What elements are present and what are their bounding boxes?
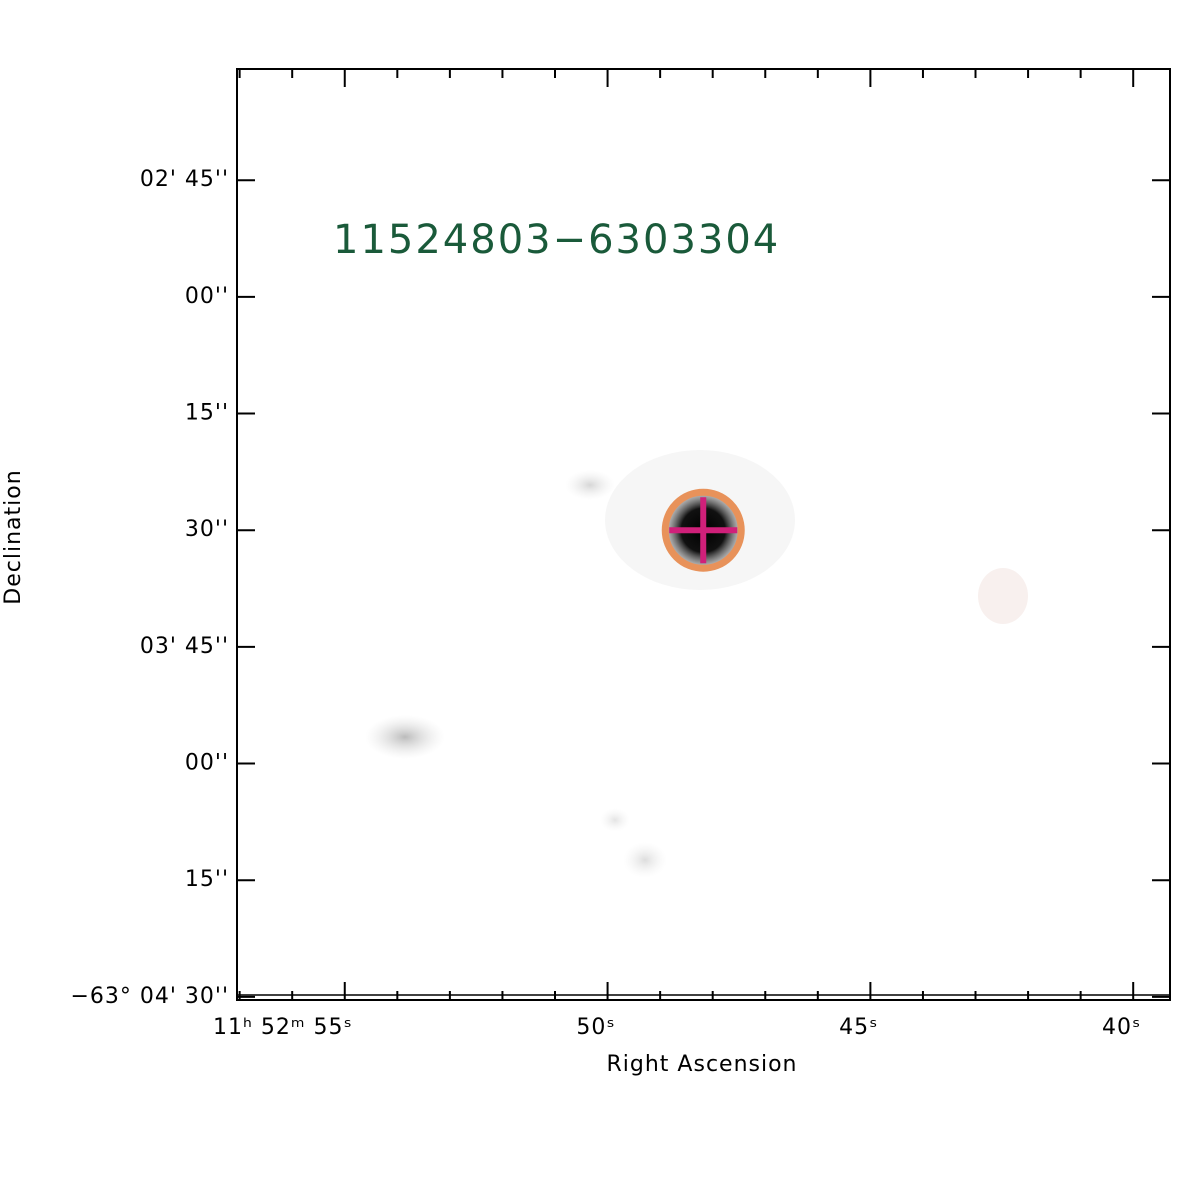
y-tick-label: 03' 45''	[140, 634, 229, 659]
y-tick-label: 00''	[185, 284, 229, 309]
chart-title: 11524803−6303304	[333, 217, 780, 263]
x-tick-label: 45ˢ	[839, 1015, 878, 1040]
x-tick-label: 50ˢ	[576, 1015, 615, 1040]
x-axis-label: Right Ascension	[607, 1052, 798, 1077]
y-tick-label: 30''	[185, 517, 229, 542]
x-tick-label: 40ˢ	[1102, 1015, 1141, 1040]
y-tick-label: 02' 45''	[140, 167, 229, 192]
plot-frame	[236, 68, 1171, 1001]
y-tick-label: −63° 04' 30''	[70, 984, 229, 1009]
y-tick-label: 15''	[185, 401, 229, 426]
y-tick-label: 00''	[185, 751, 229, 776]
source-circle	[661, 488, 745, 572]
y-tick-label: 15''	[185, 867, 229, 892]
x-tick-label: 11ʰ 52ᵐ 55ˢ	[213, 1015, 353, 1040]
y-axis-label: Declination	[1, 469, 26, 604]
